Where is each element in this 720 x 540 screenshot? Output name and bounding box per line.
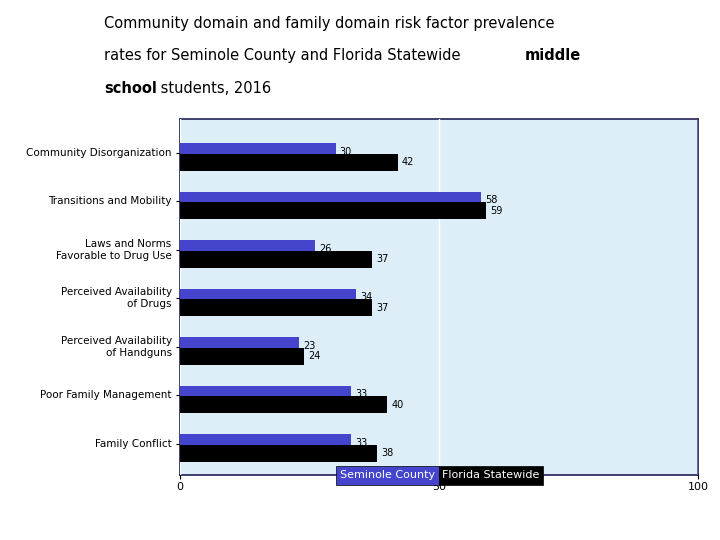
Bar <box>180 348 305 364</box>
Text: rates for Seminole County and Florida Statewide: rates for Seminole County and Florida St… <box>104 48 466 63</box>
Text: Florida Statewide: Florida Statewide <box>442 470 540 480</box>
Bar <box>180 386 351 403</box>
Text: 33: 33 <box>355 389 367 399</box>
Bar <box>180 143 336 160</box>
Bar <box>180 434 351 451</box>
Text: 24: 24 <box>309 351 321 361</box>
Text: 30: 30 <box>340 147 352 157</box>
Bar <box>180 192 481 209</box>
Text: 26: 26 <box>319 244 331 254</box>
Text: middle: middle <box>525 48 581 63</box>
Bar <box>180 444 377 462</box>
Text: 59: 59 <box>490 206 503 215</box>
Text: Graph: Graph <box>29 43 72 56</box>
Text: 38: 38 <box>381 448 393 458</box>
Bar <box>180 154 397 171</box>
Bar <box>180 338 300 354</box>
Bar <box>180 289 356 306</box>
Text: 40: 40 <box>392 400 404 410</box>
Text: 34: 34 <box>361 292 373 302</box>
Text: 25: 25 <box>42 72 59 85</box>
Text: Seminole County: Seminole County <box>340 470 435 480</box>
Bar <box>180 299 372 316</box>
Bar <box>336 465 439 485</box>
Bar <box>180 202 486 219</box>
Text: 33: 33 <box>355 438 367 448</box>
Text: 37: 37 <box>376 254 388 264</box>
Text: school: school <box>104 81 157 96</box>
Text: 37: 37 <box>376 302 388 313</box>
Bar <box>439 465 543 485</box>
Text: Community domain and family domain risk factor prevalence: Community domain and family domain risk … <box>104 16 555 31</box>
Bar <box>180 240 315 257</box>
Text: students, 2016: students, 2016 <box>156 81 271 96</box>
Bar <box>180 251 372 268</box>
Text: 23: 23 <box>303 341 316 351</box>
Text: 58: 58 <box>485 195 498 205</box>
Bar <box>180 396 387 413</box>
Text: 42: 42 <box>402 157 414 167</box>
